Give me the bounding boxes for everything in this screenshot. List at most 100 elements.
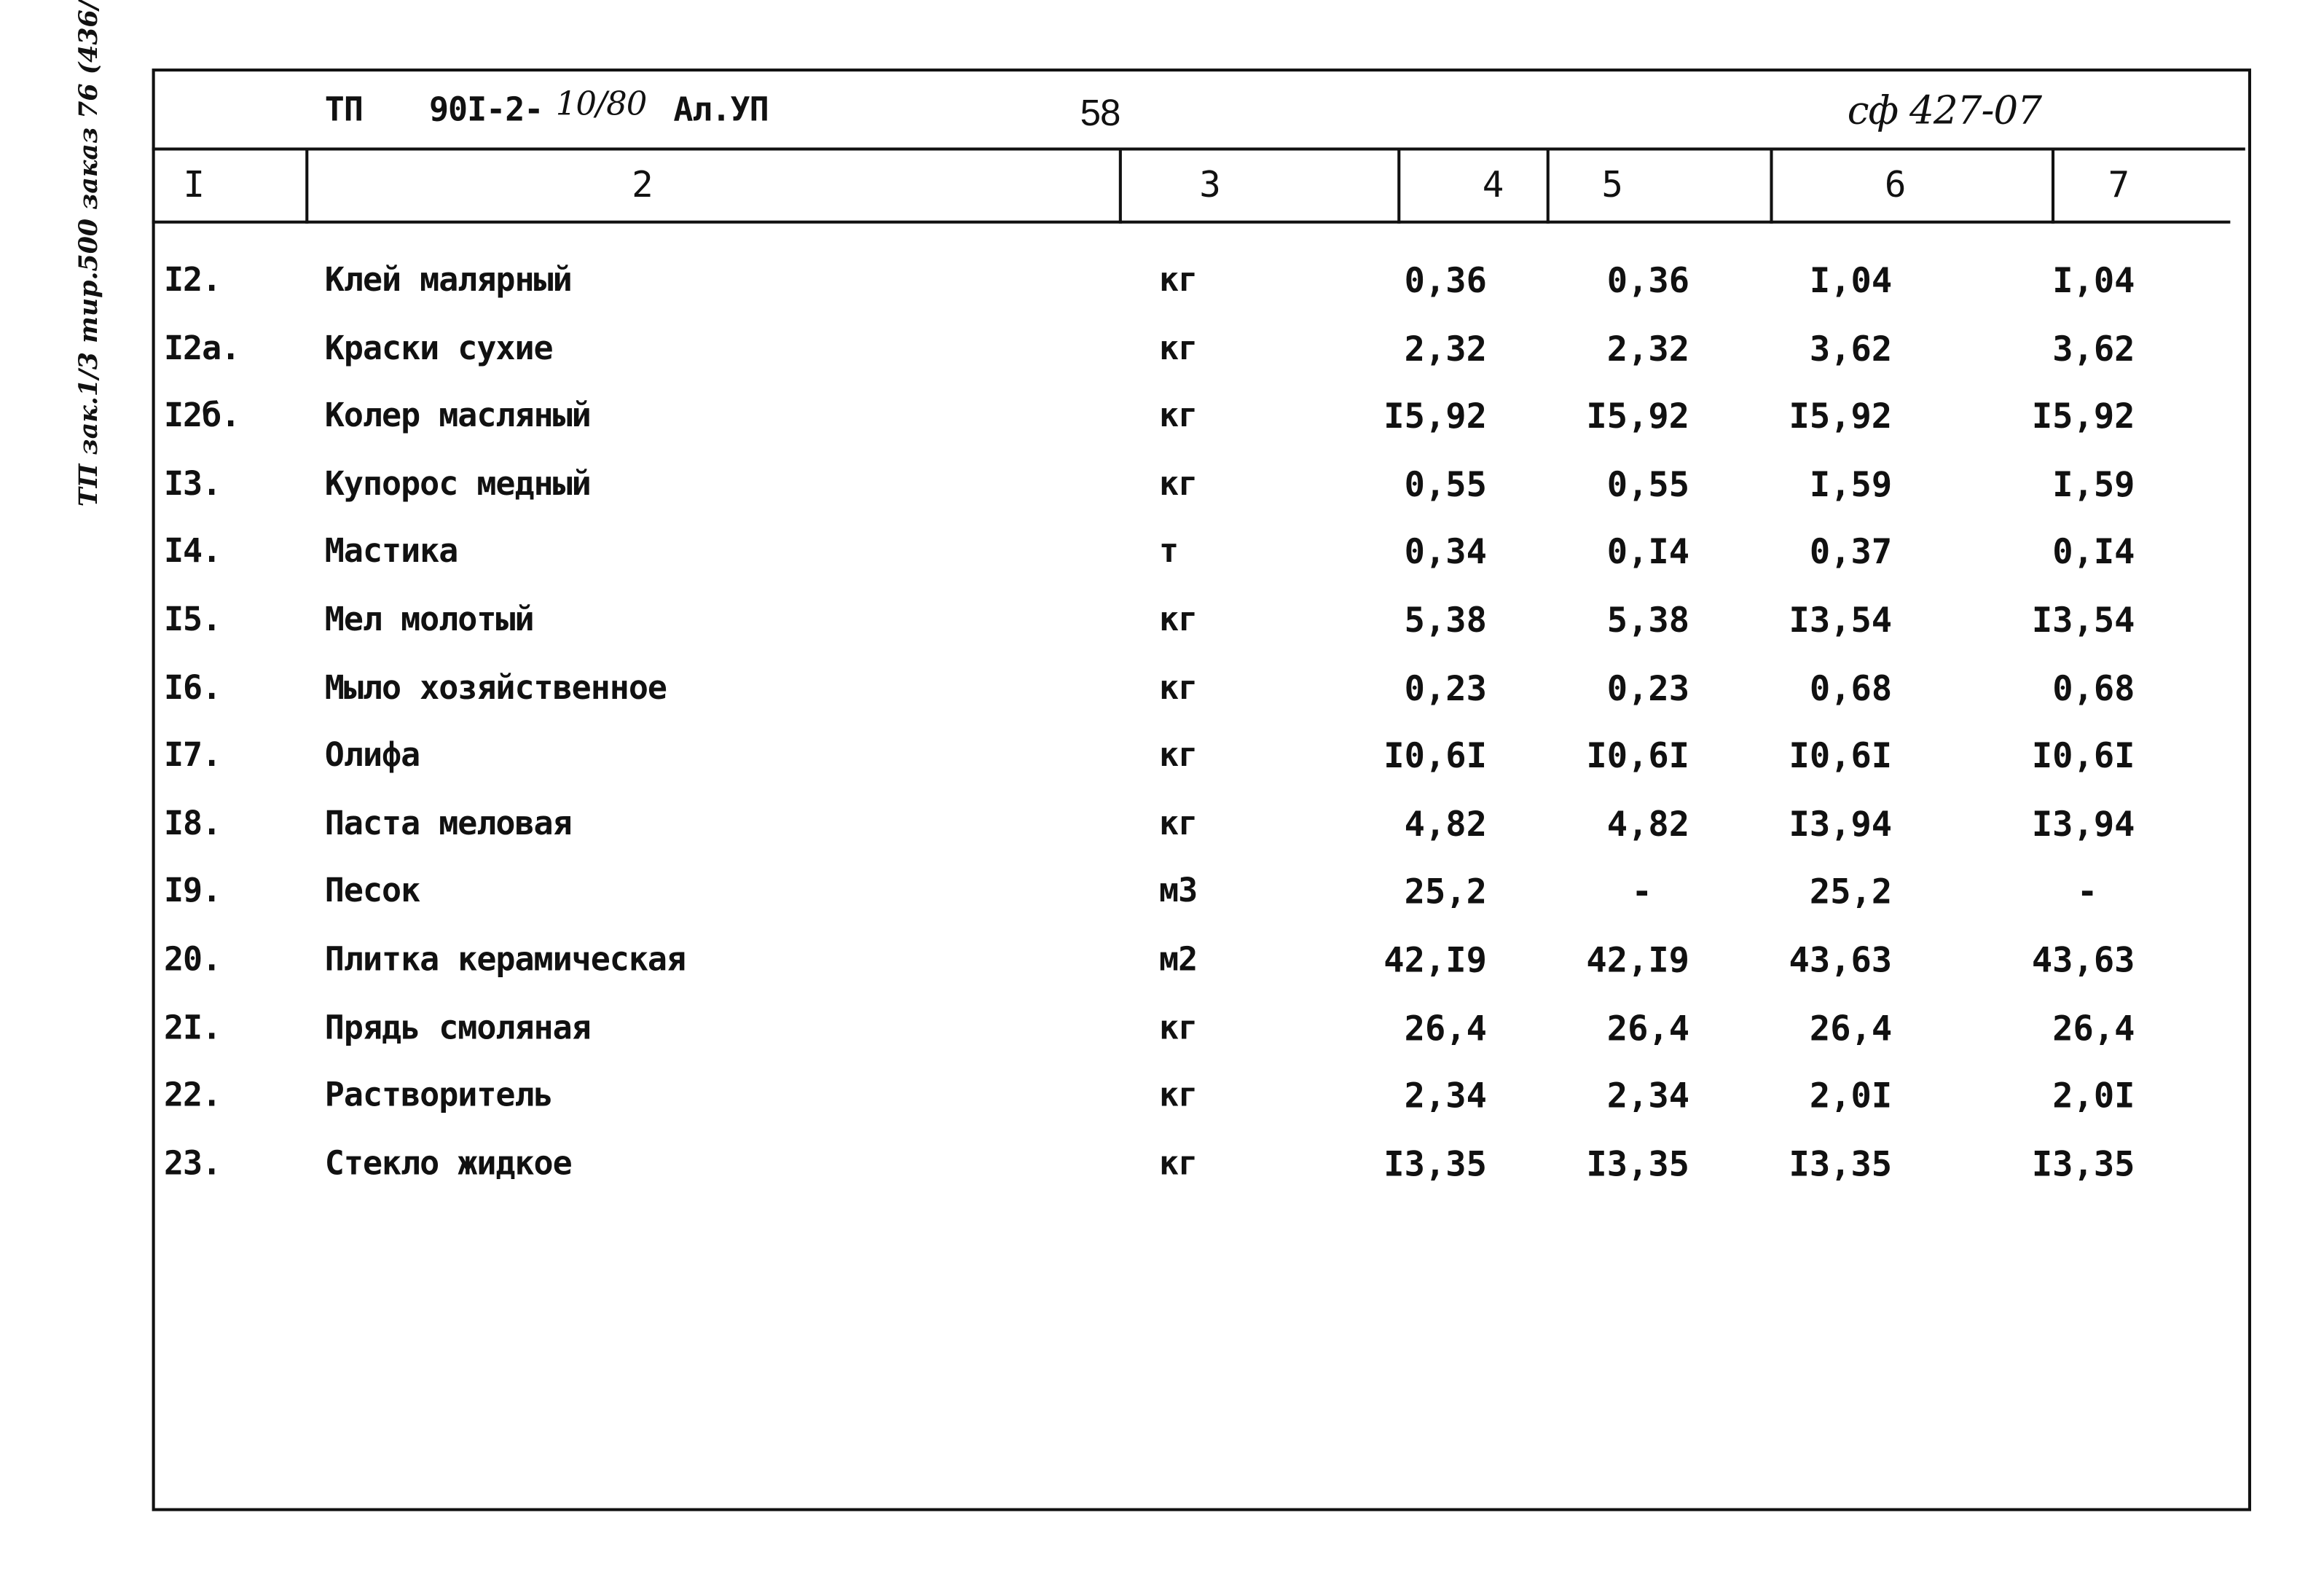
cell-c4: 0,55 — [1404, 466, 1487, 505]
cell-unit: кг — [1159, 737, 1198, 775]
cell-c4: 0,36 — [1404, 262, 1487, 302]
cell-c5: 0,55 — [1606, 466, 1690, 505]
cell-c4: 26,4 — [1404, 1009, 1487, 1049]
column-header-7: 7 — [2108, 163, 2130, 206]
cell-name: Песок — [324, 874, 420, 912]
cell-name: Прядь смоляная — [324, 1009, 592, 1047]
album-label: Ал.УП — [673, 92, 769, 130]
cell-c6: 3,62 — [1809, 330, 1893, 369]
cell-c7: I0,6I — [2031, 737, 2135, 777]
col-divider — [1770, 149, 1773, 224]
cell-no: I5. — [163, 602, 221, 640]
cell-no: I7. — [163, 737, 221, 775]
cell-c7: 0,I4 — [2052, 533, 2135, 574]
cell-c4: 2,32 — [1404, 330, 1487, 369]
cell-no: I4. — [163, 533, 221, 572]
cell-c6: 2,0I — [1809, 1077, 1893, 1117]
cell-no: 20. — [163, 942, 221, 979]
cell-c6: 26,4 — [1809, 1009, 1893, 1049]
cell-name: Растворитель — [324, 1077, 554, 1116]
cell-c6: 0,37 — [1809, 533, 1893, 574]
cell-unit: кг — [1159, 602, 1198, 640]
cell-c7: - — [2077, 874, 2098, 913]
cell-c4: I3,35 — [1383, 1146, 1487, 1185]
cell-name: Мастика — [324, 533, 458, 572]
cell-c6: I,59 — [1809, 466, 1893, 505]
cell-c4: 0,34 — [1404, 533, 1487, 574]
cell-unit: м3 — [1159, 874, 1198, 912]
cell-c5: I3,35 — [1586, 1146, 1690, 1185]
cell-unit: кг — [1159, 805, 1198, 844]
cell-unit: м2 — [1159, 942, 1198, 979]
cell-c5: 2,34 — [1606, 1077, 1690, 1117]
cell-c7: 26,4 — [2052, 1009, 2135, 1049]
col-divider — [1397, 149, 1400, 224]
cell-c5: 26,4 — [1606, 1009, 1690, 1049]
column-header-4: 4 — [1482, 163, 1504, 206]
cell-name: Краски сухие — [324, 330, 554, 368]
cell-no: I3. — [163, 466, 221, 504]
cell-c5: 5,38 — [1606, 602, 1690, 641]
cell-c7: 43,63 — [2031, 942, 2135, 981]
cell-unit: кг — [1159, 466, 1198, 504]
cell-unit: кг — [1159, 398, 1198, 436]
cell-c5: - — [1631, 874, 1652, 913]
cell-c5: 0,23 — [1606, 670, 1690, 709]
cell-c5: 0,36 — [1606, 262, 1690, 302]
cell-c7: I5,92 — [2031, 398, 2135, 437]
cell-no: 2I. — [163, 1009, 221, 1047]
cell-c5: I0,6I — [1586, 737, 1690, 777]
cell-unit: кг — [1159, 1077, 1198, 1116]
column-header-divider — [152, 220, 2231, 224]
cell-c6: 43,63 — [1789, 942, 1893, 981]
cell-unit: кг — [1159, 670, 1198, 708]
column-header-5: 5 — [1601, 163, 1623, 206]
col-divider — [1546, 149, 1549, 224]
cell-name: Паста меловая — [324, 805, 573, 844]
col-divider — [305, 149, 308, 224]
cell-name: Купорос медный — [324, 466, 592, 504]
cell-c4: 0,23 — [1404, 670, 1487, 709]
col-divider — [1118, 149, 1121, 224]
cell-no: I6. — [163, 670, 221, 708]
table-frame — [152, 69, 2251, 1511]
cell-c7: I3,94 — [2031, 805, 2135, 845]
cell-unit: т — [1159, 533, 1179, 572]
cell-no: I2. — [163, 262, 221, 300]
cell-unit: кг — [1159, 330, 1198, 368]
cell-no: 23. — [163, 1146, 221, 1183]
cell-c6: I3,54 — [1789, 602, 1893, 641]
cell-no: I2а. — [163, 330, 240, 368]
column-header-1: I — [183, 163, 205, 206]
cell-c7: I,59 — [2052, 466, 2135, 505]
cell-c7: I,04 — [2052, 262, 2135, 302]
cell-c6: I3,35 — [1789, 1146, 1893, 1185]
cell-c6: I0,6I — [1789, 737, 1893, 777]
cell-c5: 2,32 — [1606, 330, 1690, 369]
cell-c4: 25,2 — [1404, 874, 1487, 913]
column-header-2: 2 — [632, 163, 653, 206]
cell-c6: 25,2 — [1809, 874, 1893, 913]
cell-c7: 2,0I — [2052, 1077, 2135, 1117]
doc-number-prefix: 90I-2- — [428, 92, 543, 130]
cell-no: 22. — [163, 1077, 221, 1116]
cell-c6: I3,94 — [1789, 805, 1893, 845]
cell-name: Стекло жидкое — [324, 1146, 573, 1183]
cell-no: I2б. — [163, 398, 240, 436]
column-header-6: 6 — [1884, 163, 1907, 206]
page-number: 58 — [1080, 92, 1121, 135]
cell-c4: 5,38 — [1404, 602, 1487, 641]
column-header-3: 3 — [1199, 163, 1221, 206]
cell-no: I8. — [163, 805, 221, 844]
col-divider — [2051, 149, 2054, 224]
cell-c7: I3,35 — [2031, 1146, 2135, 1185]
cell-c4: I5,92 — [1383, 398, 1487, 437]
cell-unit: кг — [1159, 1146, 1198, 1183]
cell-c6: I,04 — [1809, 262, 1893, 302]
cell-name: Клей малярный — [324, 262, 573, 300]
cell-c4: 42,I9 — [1383, 942, 1487, 981]
header-divider — [152, 147, 2245, 151]
cell-unit: кг — [1159, 262, 1198, 300]
cell-c7: 0,68 — [2052, 670, 2135, 709]
